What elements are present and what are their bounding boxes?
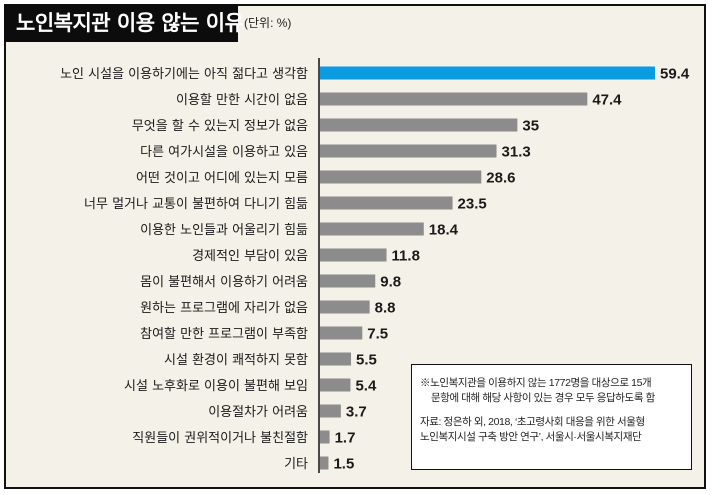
bar xyxy=(320,144,497,158)
category-label: 무엇을 할 수 있는지 정보가 없음 xyxy=(132,119,308,134)
category-label: 다른 여가시설을 이용하고 있음 xyxy=(140,145,308,160)
value-label: 1.5 xyxy=(333,456,354,473)
bar xyxy=(320,326,363,340)
note-line-1: ※노인복지관을 이용하지 않는 1772명을 대상으로 15개 xyxy=(420,377,652,389)
category-label: 이용할 만한 시간이 없음 xyxy=(176,93,308,108)
value-label: 1.7 xyxy=(335,430,356,447)
category-label: 시설 환경이 쾌적하지 못함 xyxy=(164,353,308,368)
value-label: 18.4 xyxy=(429,222,459,239)
bar xyxy=(320,92,588,106)
value-label: 7.5 xyxy=(367,326,388,343)
chart-title: 노인복지관 이용 않는 이유 xyxy=(4,4,244,42)
category-label: 이용한 노인들과 어울리기 힘듦 xyxy=(140,223,308,238)
value-label: 31.3 xyxy=(502,144,531,161)
note-box: ※노인복지관을 이용하지 않는 1772명을 대상으로 15개 문항에 대해 해… xyxy=(411,364,692,470)
note-line-2: 문항에 대해 해당 사항이 있는 경우 모두 응답하도록 함 xyxy=(431,392,655,404)
value-label: 11.8 xyxy=(392,248,420,265)
bar xyxy=(320,274,376,288)
category-label: 시설 노후화로 이용이 불편해 보임 xyxy=(124,379,308,394)
category-label: 너무 멀거나 교통이 불편하여 다니기 힘듦 xyxy=(84,197,308,212)
value-label: 9.8 xyxy=(380,274,401,291)
value-label: 23.5 xyxy=(458,196,487,213)
bar xyxy=(320,66,655,80)
category-label: 노인 시설을 이용하기에는 아직 젊다고 생각함 xyxy=(60,67,308,82)
value-label: 59.4 xyxy=(660,66,690,83)
bar xyxy=(320,170,482,184)
value-label: 8.8 xyxy=(375,300,396,317)
bar xyxy=(320,404,341,418)
bar xyxy=(320,248,387,262)
bar xyxy=(320,352,352,366)
unit-label: (단위: %) xyxy=(244,16,292,30)
bar xyxy=(320,456,329,470)
category-label: 경제적인 부담이 있음 xyxy=(192,249,308,264)
value-label: 47.4 xyxy=(592,92,622,109)
value-label: 5.5 xyxy=(356,352,377,369)
category-label: 이용절차가 어려움 xyxy=(208,405,308,420)
bar xyxy=(320,196,453,210)
bar xyxy=(320,118,518,132)
category-label: 원하는 프로그램에 자리가 없음 xyxy=(140,301,308,316)
bar xyxy=(320,378,351,392)
bar xyxy=(320,222,424,236)
value-label: 3.7 xyxy=(346,404,367,421)
category-label: 참여할 만한 프로그램이 부족함 xyxy=(140,327,308,342)
value-label: 5.4 xyxy=(355,378,377,395)
bars-group: 노인 시설을 이용하기에는 아직 젊다고 생각함 59.4 이용할 만한 시간이 없… xyxy=(60,66,690,473)
category-label: 기타 xyxy=(284,457,308,472)
category-label: 몸이 불편해서 이용하기 어려움 xyxy=(140,275,308,290)
bar xyxy=(320,430,330,444)
category-label: 직원들이 권위적이거나 불친절함 xyxy=(132,431,308,446)
source-line-1: 자료: 정은하 외, 2018, ‘초고령사회 대응을 위한 서울형 xyxy=(420,416,645,428)
source-line-2: 노인복지시설 구축 방안 연구’, 서울시·서울시복지재단 xyxy=(420,431,642,443)
value-label: 35 xyxy=(522,118,539,135)
category-label: 어떤 것이고 어디에 있는지 모름 xyxy=(136,171,308,186)
value-label: 28.6 xyxy=(486,170,515,187)
bar xyxy=(320,300,370,314)
